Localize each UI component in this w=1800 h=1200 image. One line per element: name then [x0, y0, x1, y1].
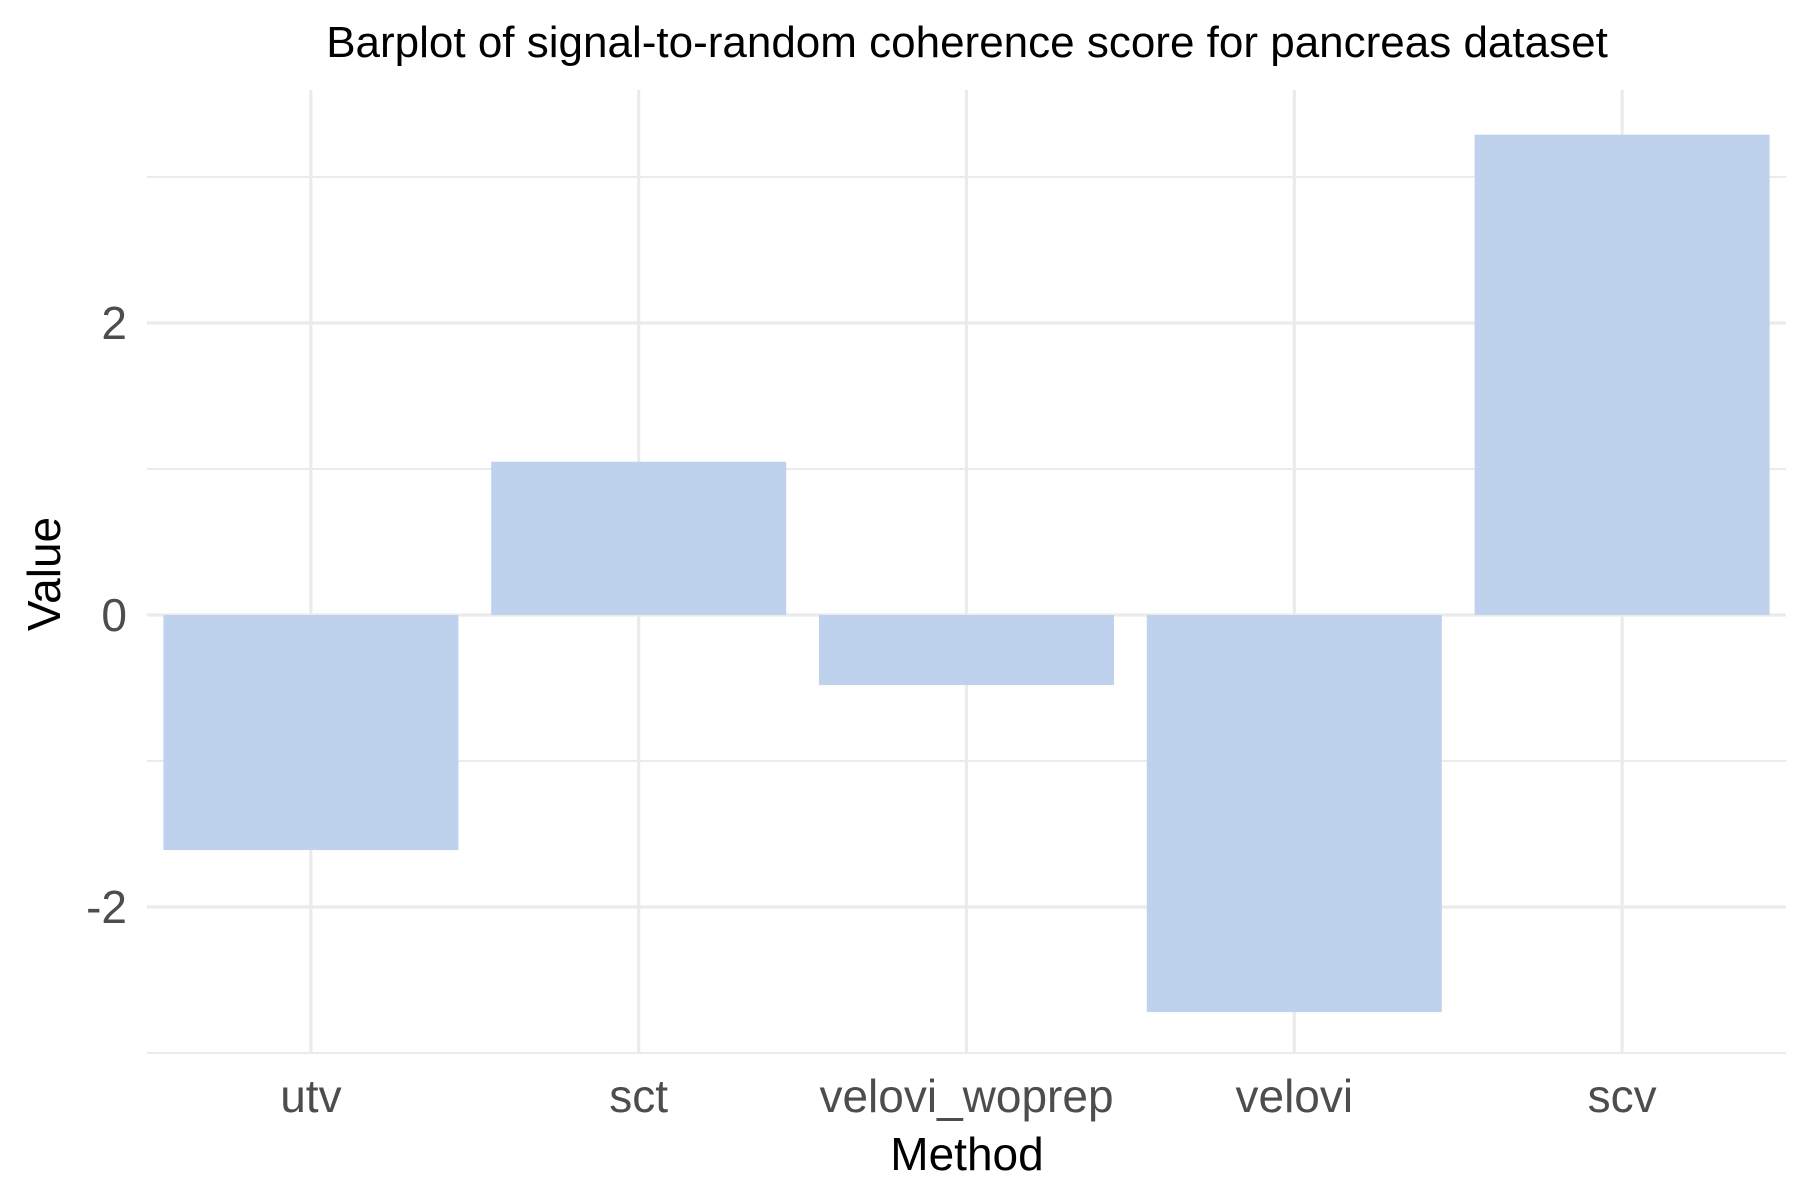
x-tick-label: sct	[609, 1070, 668, 1122]
bar-utv	[163, 615, 459, 851]
y-axis-title: Value	[18, 517, 70, 631]
bars-layer	[163, 134, 1770, 1013]
y-tick-label: -2	[86, 881, 127, 933]
x-tick-label: velovi_woprep	[819, 1070, 1113, 1122]
x-tick-label: scv	[1588, 1070, 1657, 1122]
tick-labels-layer: -2 0 2 utv sct velovi_woprep velovi scv	[86, 297, 1657, 1122]
bar-sct	[491, 461, 787, 615]
bar-scv	[1474, 134, 1770, 615]
y-tick-label: 2	[101, 297, 127, 349]
x-tick-label: utv	[280, 1070, 341, 1122]
bar-velovi_woprep	[818, 615, 1115, 686]
x-axis-title: Method	[890, 1128, 1043, 1180]
x-tick-label: velovi	[1235, 1070, 1353, 1122]
chart-title: Barplot of signal-to-random coherence sc…	[326, 18, 1608, 67]
bar-velovi	[1146, 615, 1442, 1013]
y-tick-label: 0	[101, 589, 127, 641]
